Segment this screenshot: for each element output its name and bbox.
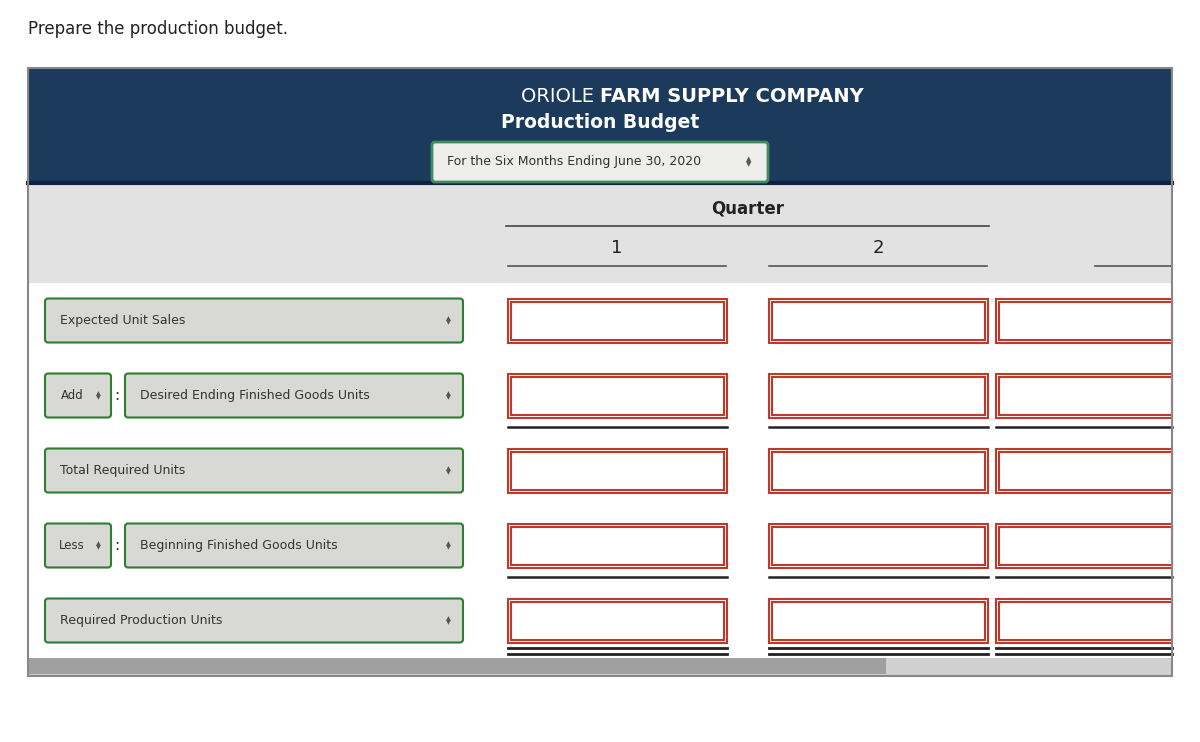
Text: Add: Add — [61, 389, 83, 402]
FancyBboxPatch shape — [125, 524, 463, 568]
Bar — [28, 508, 1172, 583]
Bar — [28, 433, 1172, 508]
Text: Expected Unit Sales: Expected Unit Sales — [60, 314, 185, 327]
Bar — [769, 448, 988, 493]
Text: :: : — [114, 388, 120, 403]
Text: Total Required Units: Total Required Units — [60, 464, 185, 477]
Bar — [772, 451, 985, 490]
Bar — [508, 373, 727, 418]
Text: 1: 1 — [611, 239, 623, 257]
Bar — [996, 448, 1172, 493]
Bar — [28, 283, 1172, 358]
Bar — [511, 602, 724, 640]
Text: Less: Less — [59, 539, 85, 552]
FancyBboxPatch shape — [46, 373, 112, 418]
FancyBboxPatch shape — [46, 524, 112, 568]
Bar — [772, 602, 985, 640]
Text: FARM SUPPLY COMPANY: FARM SUPPLY COMPANY — [600, 87, 864, 105]
Text: Prepare the production budget.: Prepare the production budget. — [28, 20, 288, 38]
Bar — [769, 599, 988, 643]
Bar — [769, 524, 988, 568]
Bar — [998, 376, 1172, 415]
Text: Beginning Finished Goods Units: Beginning Finished Goods Units — [140, 539, 337, 552]
Bar — [508, 524, 727, 568]
Bar — [998, 451, 1172, 490]
Bar — [511, 527, 724, 565]
Text: ▲
▼: ▲ ▼ — [445, 316, 450, 325]
Text: ORIOLE: ORIOLE — [521, 87, 600, 105]
Text: Desired Ending Finished Goods Units: Desired Ending Finished Goods Units — [140, 389, 370, 402]
Bar — [996, 298, 1172, 343]
Text: ▲
▼: ▲ ▼ — [96, 391, 101, 400]
FancyBboxPatch shape — [125, 373, 463, 418]
Bar — [772, 527, 985, 565]
Bar — [508, 448, 727, 493]
Bar — [772, 376, 985, 415]
Text: ▲
▼: ▲ ▼ — [445, 541, 450, 550]
Bar — [511, 376, 724, 415]
Bar — [28, 658, 886, 674]
Bar — [772, 301, 985, 340]
Text: ▲
▼: ▲ ▼ — [746, 157, 751, 168]
Text: Production Budget: Production Budget — [500, 114, 700, 133]
Bar — [769, 373, 988, 418]
Text: ▲
▼: ▲ ▼ — [96, 541, 101, 550]
Text: Required Production Units: Required Production Units — [60, 614, 222, 627]
Bar — [511, 451, 724, 490]
Bar — [28, 583, 1172, 658]
Text: 2: 2 — [872, 239, 883, 257]
Bar — [28, 68, 1172, 676]
Text: ▲
▼: ▲ ▼ — [445, 616, 450, 625]
Bar — [998, 527, 1172, 565]
FancyBboxPatch shape — [432, 142, 768, 182]
Bar — [28, 183, 1172, 283]
FancyBboxPatch shape — [46, 599, 463, 643]
Text: ▲
▼: ▲ ▼ — [445, 466, 450, 475]
Bar — [998, 301, 1172, 340]
Bar — [28, 358, 1172, 433]
Bar — [508, 298, 727, 343]
Text: Quarter: Quarter — [710, 199, 784, 217]
Bar — [28, 658, 1172, 676]
FancyBboxPatch shape — [46, 298, 463, 343]
Bar — [28, 283, 1172, 658]
Text: For the Six Months Ending June 30, 2020: For the Six Months Ending June 30, 2020 — [446, 156, 701, 168]
Bar — [511, 301, 724, 340]
Bar — [996, 599, 1172, 643]
Text: :: : — [114, 538, 120, 553]
Text: ▲
▼: ▲ ▼ — [445, 391, 450, 400]
Bar — [996, 524, 1172, 568]
Bar — [998, 602, 1172, 640]
Bar — [769, 298, 988, 343]
Bar — [28, 68, 1172, 183]
Bar — [508, 599, 727, 643]
Bar — [996, 373, 1172, 418]
FancyBboxPatch shape — [46, 448, 463, 493]
